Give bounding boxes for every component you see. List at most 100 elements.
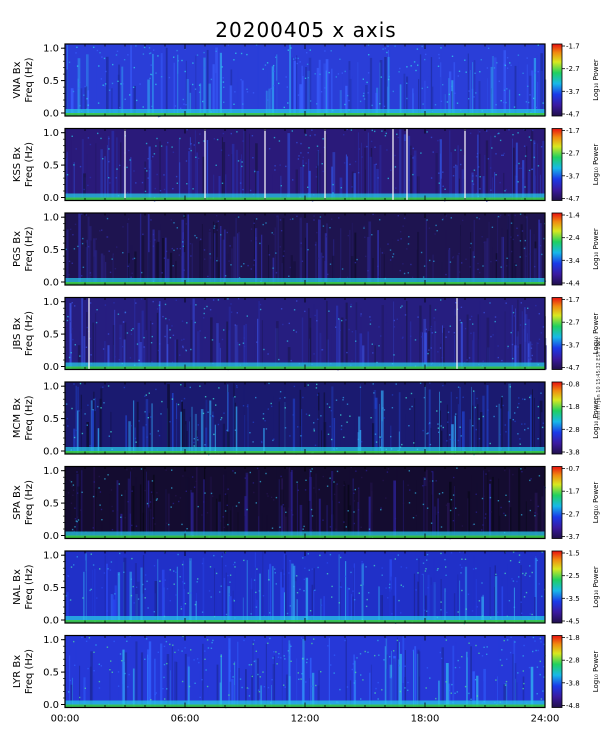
spectral-streak	[367, 672, 370, 708]
noise-speckle	[277, 656, 280, 658]
noise-speckle	[400, 238, 402, 240]
spectral-streak	[275, 217, 278, 285]
noise-speckle	[519, 240, 522, 242]
noise-speckle	[279, 246, 281, 248]
spectral-streak	[340, 228, 342, 285]
noise-speckle	[348, 328, 350, 331]
spectral-streak	[116, 480, 119, 539]
colorbar-label: Log₁₀ Power	[592, 228, 600, 270]
noise-speckle	[426, 667, 429, 669]
noise-speckle	[498, 132, 500, 135]
spectral-streak	[540, 53, 543, 116]
noise-speckle	[283, 106, 285, 109]
noise-speckle	[326, 562, 329, 564]
noise-speckle	[93, 46, 95, 48]
noise-speckle	[498, 80, 500, 82]
noise-speckle	[313, 353, 315, 355]
spectral-streak	[470, 232, 472, 285]
noise-speckle	[505, 101, 507, 104]
spectral-streak	[357, 502, 359, 539]
spectral-streak	[398, 392, 401, 454]
noise-speckle	[329, 263, 332, 265]
noise-speckle	[446, 440, 448, 442]
noise-speckle	[193, 441, 195, 444]
noise-speckle	[327, 645, 329, 647]
noise-speckle	[540, 332, 543, 334]
noise-speckle	[507, 347, 509, 349]
noise-speckle	[215, 404, 217, 406]
spectral-streak	[503, 172, 505, 201]
noise-speckle	[420, 152, 422, 154]
spectral-streak	[348, 61, 351, 116]
noise-speckle	[475, 644, 477, 647]
spectral-streak	[420, 643, 422, 708]
spectral-streak	[320, 252, 323, 285]
spectral-streak	[256, 170, 259, 201]
spectral-streak	[123, 166, 125, 201]
noise-speckle	[152, 517, 154, 519]
noise-speckle	[227, 44, 230, 46]
spectral-streak	[345, 154, 347, 201]
noise-speckle	[85, 214, 87, 216]
spectral-streak	[335, 423, 338, 454]
noise-speckle	[295, 331, 298, 333]
noise-speckle	[72, 338, 74, 341]
spectral-streak	[216, 323, 219, 370]
noise-speckle	[527, 101, 530, 104]
noise-speckle	[216, 229, 218, 231]
noise-speckle	[182, 98, 184, 101]
spectral-streak	[104, 261, 107, 285]
noise-speckle	[422, 429, 424, 432]
spectral-streak	[456, 255, 460, 285]
noise-speckle	[341, 319, 343, 322]
noise-speckle	[153, 153, 156, 155]
spectral-streak	[353, 654, 355, 708]
noise-speckle	[412, 147, 414, 150]
noise-speckle	[223, 412, 225, 414]
noise-speckle	[518, 94, 521, 96]
spectral-streak	[357, 489, 360, 539]
noise-speckle	[331, 596, 333, 598]
spectral-streak	[232, 506, 234, 539]
spectral-streak	[271, 685, 272, 708]
noise-speckle	[460, 306, 463, 308]
spectral-streak	[290, 471, 293, 539]
spectral-streak	[472, 331, 475, 370]
noise-speckle	[233, 600, 235, 602]
spectral-streak	[384, 646, 386, 708]
noise-speckle	[167, 141, 169, 144]
noise-speckle	[182, 346, 184, 349]
spectral-streak	[69, 303, 72, 370]
noise-speckle	[241, 161, 243, 163]
spectral-streak	[352, 76, 353, 116]
noise-speckle	[425, 328, 427, 331]
noise-speckle	[426, 507, 429, 509]
spectral-streak	[534, 397, 535, 454]
colorbar-tick-label: -2.5	[566, 572, 580, 580]
spectral-streak	[223, 577, 226, 623]
spectral-streak	[404, 413, 406, 454]
noise-speckle	[109, 569, 112, 571]
noise-speckle	[184, 603, 187, 605]
noise-speckle	[313, 219, 315, 221]
noise-speckle	[326, 485, 329, 487]
noise-speckle	[524, 429, 526, 431]
noise-speckle	[409, 489, 411, 491]
spectral-streak	[379, 145, 382, 201]
noise-speckle	[283, 655, 285, 657]
noise-speckle	[187, 592, 189, 594]
noise-speckle	[447, 421, 449, 423]
noise-speckle	[449, 325, 451, 327]
spectral-streak	[308, 558, 310, 623]
noise-speckle	[343, 521, 345, 523]
spectral-streak	[420, 331, 423, 370]
spectral-streak	[223, 474, 225, 539]
noise-speckle	[490, 189, 492, 191]
spectral-streak	[120, 513, 123, 539]
noise-speckle	[93, 398, 95, 401]
spectral-streak	[203, 57, 206, 116]
spectral-streak	[424, 80, 426, 116]
spectral-streak	[267, 67, 269, 116]
noise-speckle	[469, 318, 471, 321]
noise-speckle	[145, 394, 147, 396]
